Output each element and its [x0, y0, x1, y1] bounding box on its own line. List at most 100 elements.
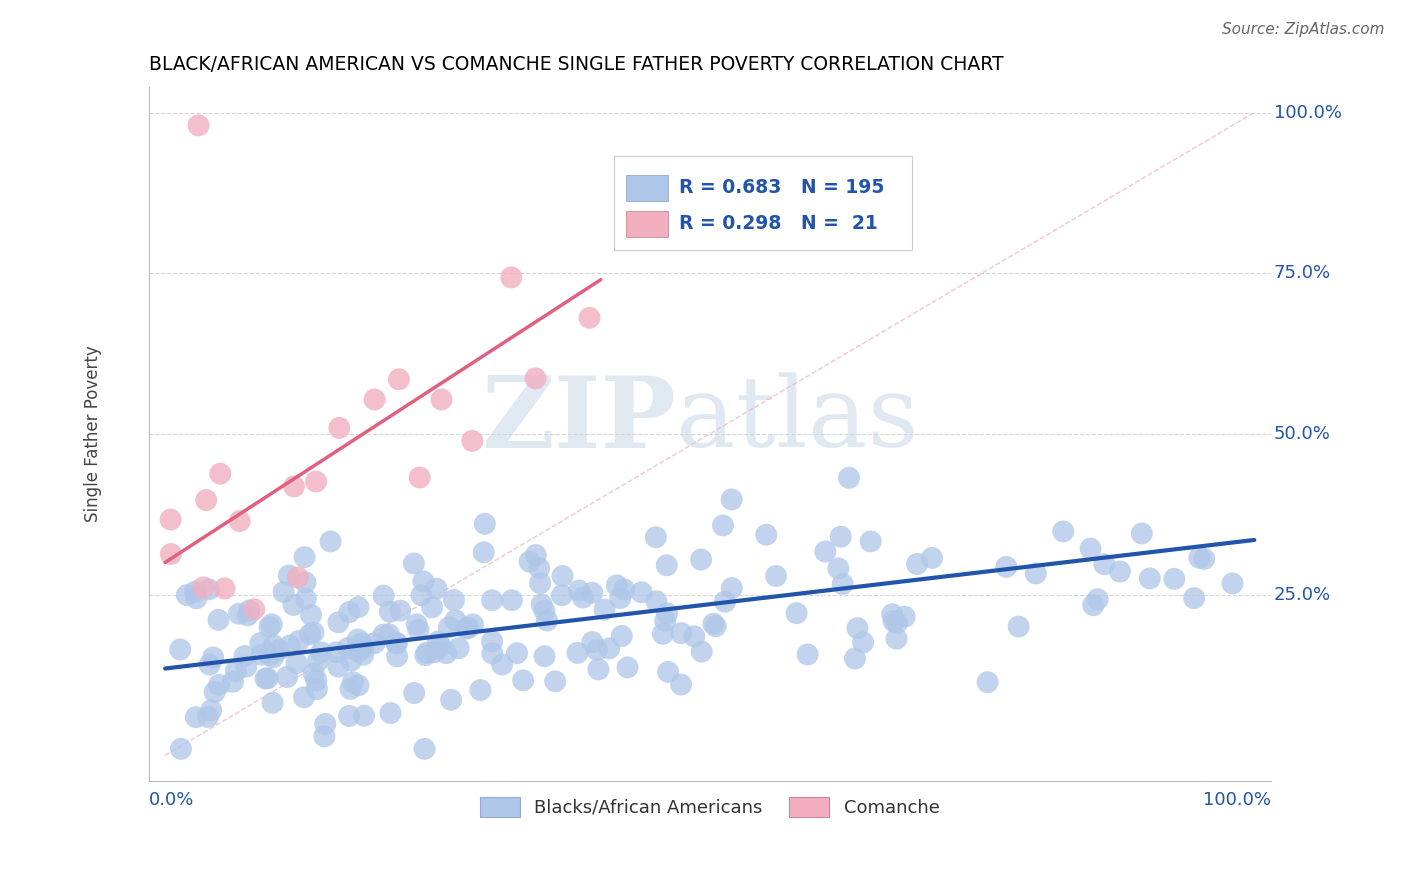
Point [283, 598, 305, 612]
Point [184, 710, 207, 724]
Point [347, 600, 370, 615]
Point [481, 634, 503, 648]
Point [1083, 598, 1105, 612]
Point [347, 678, 370, 692]
Point [491, 657, 513, 672]
Point [786, 606, 808, 620]
Point [524, 371, 547, 385]
Point [254, 672, 277, 686]
Point [644, 530, 666, 544]
Text: 100.0%: 100.0% [1274, 103, 1341, 121]
Point [581, 635, 603, 649]
Point [299, 607, 322, 622]
Point [385, 649, 408, 664]
Point [340, 654, 363, 668]
Point [1139, 571, 1161, 585]
Point [1222, 576, 1244, 591]
Point [472, 545, 495, 559]
Point [434, 646, 457, 660]
Point [413, 742, 436, 756]
Point [844, 651, 866, 665]
Point [385, 636, 408, 650]
Point [202, 650, 225, 665]
Point [1192, 551, 1215, 566]
Text: Source: ZipAtlas.com: Source: ZipAtlas.com [1222, 22, 1385, 37]
Point [259, 648, 281, 662]
Point [655, 607, 678, 621]
Point [353, 708, 375, 723]
Point [380, 706, 402, 720]
Point [294, 575, 316, 590]
Point [408, 623, 430, 637]
Text: 25.0%: 25.0% [1274, 585, 1331, 604]
Point [184, 584, 207, 599]
Point [292, 690, 315, 705]
Legend: Blacks/African Americans, Comanche: Blacks/African Americans, Comanche [472, 789, 946, 824]
Text: 100.0%: 100.0% [1202, 790, 1271, 809]
Text: atlas: atlas [676, 372, 918, 468]
Point [529, 561, 551, 575]
Point [352, 640, 374, 655]
Point [831, 577, 853, 591]
Point [405, 617, 427, 632]
Point [207, 613, 229, 627]
Point [501, 593, 523, 607]
Point [529, 576, 551, 591]
Point [501, 270, 523, 285]
Point [305, 475, 328, 489]
Point [302, 666, 325, 681]
Point [567, 646, 589, 660]
Point [610, 629, 633, 643]
Point [198, 582, 221, 597]
Point [1130, 526, 1153, 541]
Point [796, 648, 818, 662]
Point [461, 434, 484, 448]
Text: 75.0%: 75.0% [1274, 264, 1331, 282]
Point [214, 582, 236, 596]
Point [235, 659, 257, 673]
Point [536, 614, 558, 628]
Point [1092, 558, 1115, 572]
Point [233, 649, 256, 664]
Point [1007, 619, 1029, 633]
Point [413, 648, 436, 662]
Point [586, 643, 609, 657]
Point [328, 659, 350, 673]
Point [995, 560, 1018, 574]
Point [426, 634, 449, 648]
Point [430, 639, 453, 653]
Point [336, 640, 359, 655]
Point [568, 583, 591, 598]
Point [198, 657, 221, 672]
Point [671, 626, 693, 640]
Point [208, 678, 231, 692]
Point [702, 616, 724, 631]
Point [402, 557, 425, 571]
Point [260, 617, 283, 632]
Text: Single Father Poverty: Single Father Poverty [84, 345, 101, 523]
Point [440, 693, 463, 707]
Text: ZIP: ZIP [481, 371, 676, 468]
Point [277, 568, 299, 582]
Point [474, 516, 496, 531]
Point [298, 627, 321, 641]
Text: R = 0.298   N =  21: R = 0.298 N = 21 [679, 214, 879, 233]
Point [385, 636, 408, 650]
Point [481, 647, 503, 661]
Point [337, 605, 360, 619]
Point [572, 591, 595, 605]
Point [1109, 565, 1132, 579]
Point [204, 685, 226, 699]
Point [200, 703, 222, 717]
Point [197, 710, 219, 724]
Point [852, 635, 875, 649]
Point [160, 547, 183, 561]
Point [882, 614, 904, 628]
Point [222, 674, 245, 689]
Point [294, 591, 316, 606]
Point [690, 552, 713, 566]
Point [283, 479, 305, 493]
Point [389, 604, 412, 618]
Point [1188, 550, 1211, 565]
Point [645, 594, 668, 608]
